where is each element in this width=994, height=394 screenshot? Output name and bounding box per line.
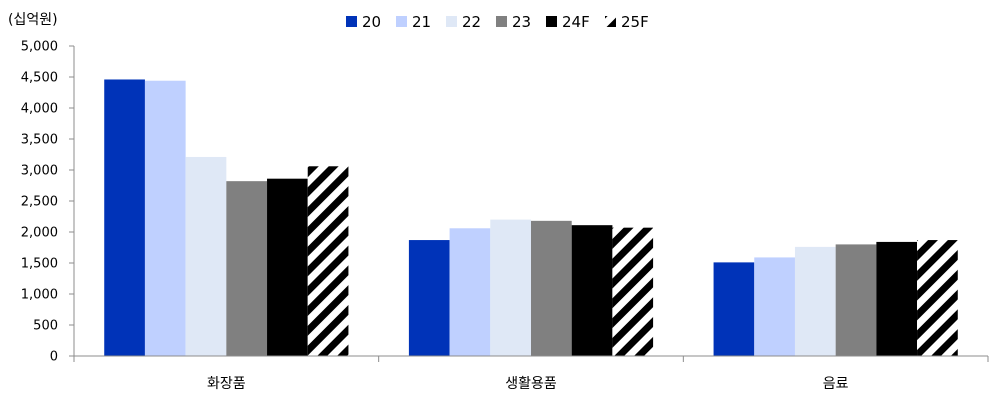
legend: 20 21 22 23 24F 25F (346, 13, 649, 31)
legend-swatch (346, 16, 357, 27)
y-tick-label: 1,500 (21, 257, 58, 272)
bars (104, 79, 958, 356)
bar (408, 240, 450, 356)
bar (267, 178, 308, 356)
bar (754, 257, 795, 356)
bar (917, 240, 958, 356)
legend-label: 21 (412, 13, 431, 31)
y-tick-label: 2,500 (21, 195, 58, 210)
bar (531, 220, 572, 356)
legend-label: 25F (621, 13, 649, 31)
bar (490, 219, 531, 356)
y-tick-label: 5,000 (21, 40, 58, 55)
bar (226, 181, 268, 356)
y-axis: 0 500 1,000 1,500 2,000 2,500 3,000 3,500 4,000 4… (21, 40, 75, 365)
legend-swatch (446, 16, 457, 27)
y-tick-label: 4,000 (21, 102, 58, 117)
x-category-label: 생활용품 (505, 376, 557, 392)
bar (144, 80, 186, 356)
legend-label: 22 (462, 13, 481, 31)
bar (876, 241, 918, 356)
y-tick-label: 3,500 (21, 133, 58, 148)
legend-swatch (605, 16, 616, 27)
legend-label: 20 (362, 13, 381, 31)
bar (307, 166, 349, 356)
legend-swatch (396, 16, 407, 27)
bar (612, 227, 654, 356)
bar (713, 262, 755, 356)
legend-label: 24F (562, 13, 590, 31)
x-category-label: 음료 (823, 376, 849, 392)
legend-swatch (496, 16, 507, 27)
legend-swatch (546, 16, 557, 27)
unit-label: (십억원) (8, 12, 58, 28)
y-tick-label: 0 (50, 350, 58, 365)
x-category-label: 화장품 (207, 376, 246, 392)
x-axis: 화장품 생활용품 음료 (73, 355, 989, 392)
bar (104, 79, 145, 356)
y-tick-label: 2,000 (21, 226, 58, 241)
bar (794, 246, 836, 356)
y-tick-label: 500 (33, 319, 58, 334)
y-tick-label: 3,000 (21, 164, 58, 179)
y-tick-label: 4,500 (21, 71, 58, 86)
y-tick-label: 1,000 (21, 288, 58, 303)
bar (449, 228, 491, 356)
bar (571, 225, 613, 356)
legend-label: 23 (512, 13, 531, 31)
bar (185, 156, 227, 356)
bar (835, 244, 877, 356)
